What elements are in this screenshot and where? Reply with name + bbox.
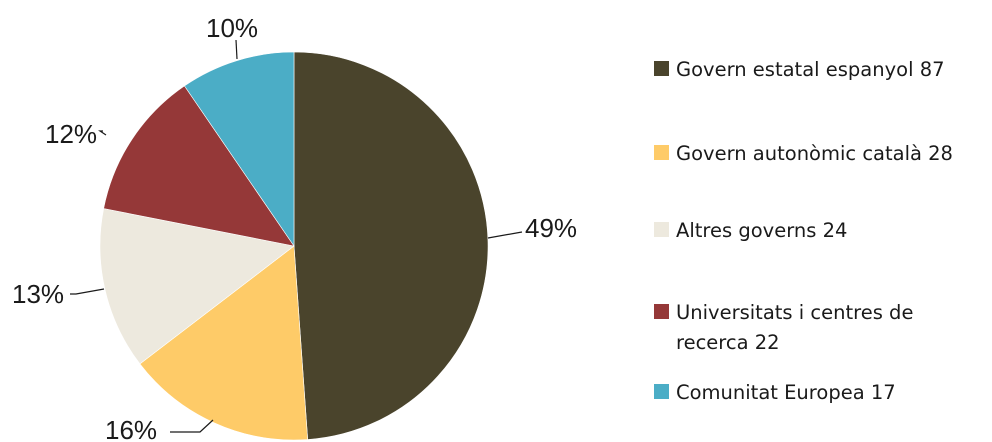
pie-slice-universitats — [103, 85, 295, 247]
leader-line-altres-governs — [70, 288, 105, 295]
legend-swatch — [654, 384, 669, 399]
percent-label-universitats: 12% — [45, 119, 97, 149]
leader-line-universitats — [98, 130, 107, 136]
legend-swatch — [654, 61, 669, 76]
pie-slice-govern-autonomic — [139, 245, 309, 441]
legend-item: Altres governs 24 — [654, 216, 976, 246]
leader-line-govern-autonomic — [170, 419, 214, 433]
legend-label: Universitats i centres de recerca 22 — [676, 301, 914, 354]
percent-label-govern-autonomic: 16% — [105, 415, 157, 442]
pie-chart: 49% 16% 13% 12% 10% — [12, 13, 577, 442]
legend-label: Altres governs 24 — [676, 219, 848, 242]
percent-labels: 49% 16% 13% 12% 10% — [12, 13, 577, 442]
legend-item: Comunitat Europea 17 — [654, 378, 976, 408]
legend-label: Govern autonòmic català 28 — [676, 142, 953, 165]
legend-swatch — [654, 145, 669, 160]
legend-item: Govern estatal espanyol 87 — [654, 55, 976, 85]
pie-slice-altres-governs — [99, 208, 295, 365]
legend-label: Comunitat Europea 17 — [676, 381, 896, 404]
legend-item: Universitats i centres de recerca 22 — [654, 298, 976, 358]
leader-lines — [70, 39, 523, 433]
percent-label-altres-governs: 13% — [12, 279, 64, 309]
pie-slices — [99, 51, 489, 441]
leader-line-govern-estatal — [487, 231, 523, 239]
percent-label-comunitat-europea: 10% — [206, 13, 258, 43]
legend-label: Govern estatal espanyol 87 — [676, 58, 945, 81]
leader-line-comunitat-europea — [235, 39, 238, 60]
pie-slice-govern-estatal — [293, 51, 489, 440]
legend-swatch — [654, 304, 669, 319]
pie-slice-comunitat-europea — [184, 51, 295, 247]
legend-swatch — [654, 222, 669, 237]
percent-label-govern-estatal: 49% — [525, 213, 577, 243]
legend: Govern estatal espanyol 87 Govern autonò… — [654, 0, 984, 442]
legend-item: Govern autonòmic català 28 — [654, 139, 976, 169]
